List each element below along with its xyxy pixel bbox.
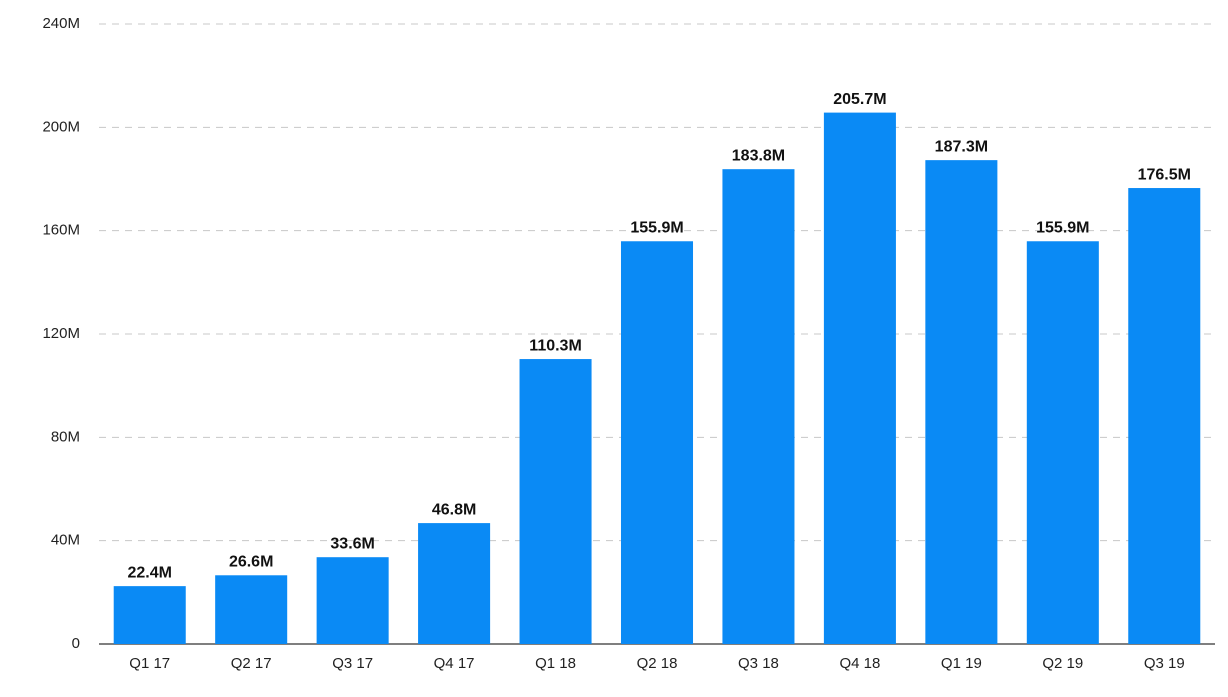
data-label: 110.3M — [529, 337, 581, 354]
x-tick-label: Q2 17 — [231, 655, 272, 672]
data-label: 187.3M — [935, 138, 988, 155]
data-label: 176.5M — [1138, 166, 1191, 183]
y-tick-label: 200M — [42, 118, 80, 135]
bar — [113, 586, 186, 644]
x-tick-label: Q1 18 — [535, 655, 576, 672]
bar — [925, 160, 998, 644]
bar — [316, 557, 389, 644]
bar — [1128, 188, 1201, 644]
bar — [215, 575, 288, 644]
bar — [519, 359, 592, 644]
x-tick-label: Q3 19 — [1144, 655, 1185, 672]
bar — [620, 241, 694, 644]
data-label: 183.8M — [732, 147, 785, 164]
y-tick-label: 120M — [42, 325, 80, 342]
data-label: 46.8M — [432, 501, 476, 518]
y-tick-label: 240M — [42, 15, 80, 32]
x-tick-label: Q4 17 — [434, 655, 475, 672]
bar — [722, 169, 795, 644]
data-label: 205.7M — [833, 91, 886, 108]
x-tick-label: Q3 18 — [738, 655, 779, 672]
data-label: 155.9M — [1036, 219, 1089, 236]
x-tick-label: Q1 19 — [941, 655, 982, 672]
bar — [1026, 241, 1099, 644]
data-label: 33.6M — [330, 535, 374, 552]
x-tick-label: Q1 17 — [129, 655, 170, 672]
bar — [418, 523, 491, 644]
x-tick-label: Q2 19 — [1042, 655, 1083, 672]
x-tick-label: Q4 18 — [839, 655, 880, 672]
y-tick-label: 0 — [72, 635, 80, 652]
bar — [823, 112, 896, 644]
y-tick-label: 80M — [51, 428, 80, 445]
x-tick-label: Q2 18 — [637, 655, 678, 672]
data-label: 22.4M — [127, 564, 171, 581]
x-tick-label: Q3 17 — [332, 655, 373, 672]
data-label: 26.6M — [229, 554, 273, 571]
data-label: 155.9M — [630, 219, 683, 236]
y-tick-label: 40M — [51, 532, 80, 549]
y-tick-label: 160M — [42, 222, 80, 239]
